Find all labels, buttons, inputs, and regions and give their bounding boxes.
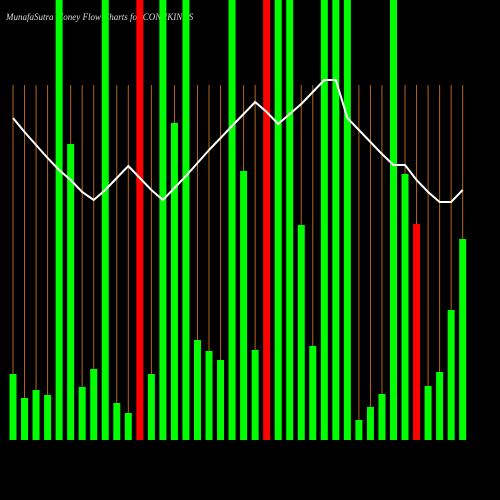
bar [389,0,397,440]
bar [9,374,17,440]
bar [286,0,294,440]
bar [32,390,40,440]
bar [459,239,467,440]
chart-title: MunafaSutra Money Flow Charts for CONNKI… [5,12,194,22]
bar [274,0,282,440]
bar [90,369,98,440]
bar [147,374,155,440]
bar [297,225,305,440]
bar [436,372,444,440]
bar [343,0,351,440]
bar [67,144,75,440]
bar [205,351,213,440]
bar [113,403,121,440]
bar [182,0,190,440]
bar [101,0,109,440]
bar [320,0,328,440]
bar [366,407,374,440]
bar [21,398,29,440]
bar [170,123,178,440]
bar [413,224,421,440]
bar [424,386,432,440]
trend-line [12,79,464,203]
bar [355,420,363,440]
bar [228,0,236,440]
bar [44,395,52,440]
bar [251,350,259,440]
bar [378,394,386,440]
bar [193,340,201,440]
bar [332,0,340,440]
bar [136,0,144,440]
bar [240,171,248,440]
bar [447,310,455,440]
bar [78,387,86,440]
bar [309,346,317,440]
bar [159,0,167,440]
bar [263,0,271,440]
bar [401,174,409,440]
bar [55,0,63,440]
bar [217,360,225,440]
bar [124,413,132,440]
